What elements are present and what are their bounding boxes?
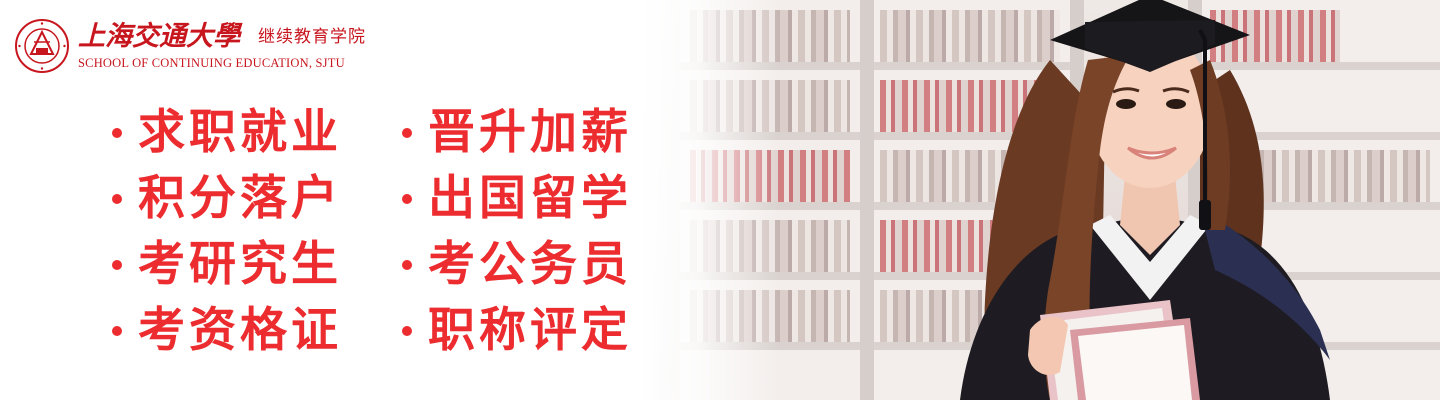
benefit-label: 积分落户 [138, 171, 342, 226]
bullet-dot-icon [402, 194, 412, 204]
bullet-dot-icon [112, 326, 122, 336]
benefit-label: 出国留学 [428, 171, 632, 226]
bullet-dot-icon [112, 128, 122, 138]
benefits-grid: 求职就业 晋升加薪 积分落户 出国留学 考研究生 考公务员 考资格证 职称评定 [112, 100, 672, 364]
bullet-dot-icon [402, 326, 412, 336]
bullet-dot-icon [402, 128, 412, 138]
bullet-dot-icon [112, 194, 122, 204]
university-name: 上海交通大學 [78, 21, 240, 52]
graduate-photo [640, 0, 1440, 400]
benefit-item-promotion: 晋升加薪 [402, 100, 672, 166]
university-seal-icon [15, 19, 69, 73]
benefit-item-study-abroad: 出国留学 [402, 166, 672, 232]
benefit-item-job: 求职就业 [112, 100, 402, 166]
benefit-label: 考公务员 [428, 237, 632, 292]
school-name-cn: 继续教育学院 [258, 27, 366, 47]
benefit-item-civil-service: 考公务员 [402, 232, 672, 298]
benefit-item-certificate: 考资格证 [112, 298, 402, 364]
school-name-en: SCHOOL OF CONTINUING EDUCATION, SJTU [78, 56, 345, 70]
graduate-figure [960, 0, 1330, 400]
benefit-label: 求职就业 [138, 105, 342, 160]
bullet-dot-icon [112, 260, 122, 270]
books-icon [1040, 300, 1200, 400]
benefit-item-postgraduate: 考研究生 [112, 232, 402, 298]
school-logo[interactable]: 上海交通大學 继续教育学院 SCHOOL OF CONTINUING EDUCA… [14, 16, 366, 76]
benefit-label: 晋升加薪 [428, 105, 632, 160]
benefit-label: 考研究生 [138, 237, 342, 292]
benefit-item-title-evaluation: 职称评定 [402, 298, 672, 364]
benefit-label: 职称评定 [428, 303, 632, 358]
benefit-label: 考资格证 [138, 303, 342, 358]
bullet-dot-icon [402, 260, 412, 270]
benefit-item-residency: 积分落户 [112, 166, 402, 232]
